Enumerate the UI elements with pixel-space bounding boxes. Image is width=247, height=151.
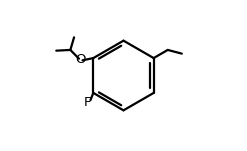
Text: F: F bbox=[84, 96, 92, 109]
Text: O: O bbox=[76, 53, 86, 66]
